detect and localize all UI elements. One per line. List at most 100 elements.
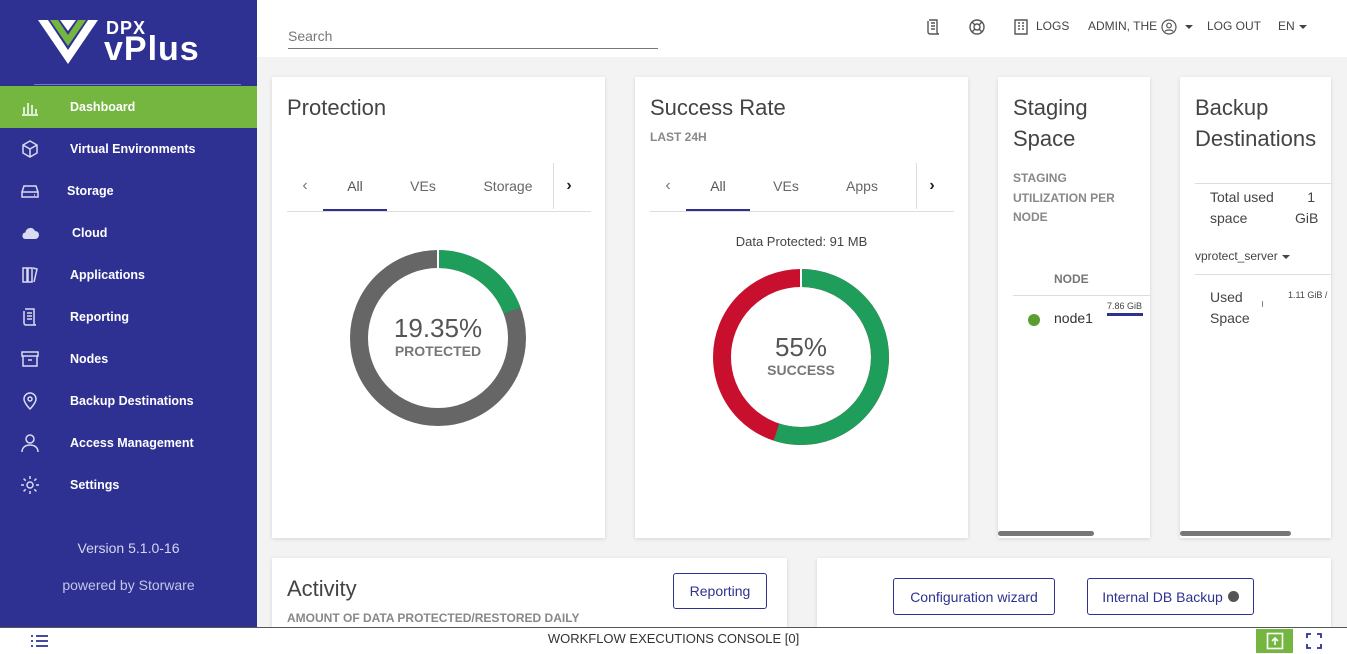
card-subtitle: AMOUNT OF DATA PROTECTED/RESTORED DAILY — [287, 611, 580, 625]
staging-space-card: Staging Space STAGING UTILIZATION PER NO… — [998, 77, 1150, 538]
reporting-button[interactable]: Reporting — [673, 573, 767, 609]
sidebar-item-applications[interactable]: Applications — [0, 254, 257, 296]
lifebuoy-help-icon[interactable] — [968, 18, 986, 36]
language-menu[interactable]: EN — [1278, 19, 1307, 33]
list-menu-icon[interactable] — [30, 634, 50, 648]
card-title: Success Rate — [650, 95, 786, 120]
internal-db-backup-button[interactable]: Internal DB Backup — [1087, 578, 1254, 615]
brand-small: DPX — [106, 18, 147, 38]
logs-link[interactable]: LOGS — [1036, 19, 1070, 33]
cloud-icon — [0, 223, 70, 243]
logs-building-icon[interactable] — [1012, 18, 1030, 36]
sidebar-item-virtual-environments[interactable]: Virtual Environments — [0, 128, 257, 170]
sidebar-item-label: Reporting — [70, 310, 130, 324]
actions-card: Configuration wizard Internal DB Backup — [817, 558, 1331, 627]
server-select-value: vprotect_server — [1195, 249, 1278, 263]
node-usage-label: 7.86 GiB — [1107, 301, 1143, 311]
report-icon — [0, 307, 70, 327]
used-space-value: 1.11 GiB / — [1288, 290, 1328, 300]
sidebar-item-backup-destinations[interactable]: Backup Destinations — [0, 380, 257, 422]
tab-scroll-left-icon[interactable]: ‹ — [302, 177, 308, 194]
sidebar-item-label: Storage — [67, 184, 114, 198]
user-icon — [0, 433, 70, 453]
gear-icon — [0, 475, 70, 495]
sidebar-item-label: Settings — [70, 478, 120, 492]
activity-card: Activity AMOUNT OF DATA PROTECTED/RESTOR… — [272, 558, 787, 627]
total-used-value-line2: GiB — [1295, 210, 1319, 226]
table-divider — [1195, 274, 1331, 275]
protection-card: Protection ‹ All VEs Storage › 19.35% PR… — [272, 77, 605, 538]
chevron-down-icon — [1298, 24, 1307, 29]
sidebar-item-label: Access Management — [70, 436, 194, 450]
tab-scroll-left-icon[interactable]: ‹ — [665, 177, 671, 194]
tab-scroll-right-icon[interactable]: › — [553, 163, 584, 209]
brand-main: vPlus — [104, 30, 200, 68]
sidebar-nav: Dashboard Virtual Environments Storage C… — [0, 86, 257, 506]
sidebar-item-reporting[interactable]: Reporting — [0, 296, 257, 338]
tab-apps[interactable]: Apps — [846, 178, 878, 194]
card-title-line1: Backup — [1195, 95, 1269, 120]
protection-tabs: ‹ All VEs Storage › — [287, 163, 591, 212]
configuration-wizard-button[interactable]: Configuration wizard — [893, 578, 1055, 615]
usage-bar-tick — [1262, 301, 1263, 307]
protection-status: PROTECTED — [394, 343, 482, 359]
internal-db-backup-label: Internal DB Backup — [1102, 588, 1223, 605]
logout-link[interactable]: LOG OUT — [1207, 19, 1262, 33]
tab-ves[interactable]: VEs — [773, 178, 799, 194]
table-divider — [1195, 183, 1331, 184]
top-bar: LOGS ADMIN, THE LOG OUT EN — [257, 0, 1347, 57]
card-title-line1: Staging — [1013, 95, 1088, 120]
node-status-dot — [1028, 314, 1040, 326]
horizontal-scrollbar[interactable] — [998, 531, 1094, 536]
success-rate-card: Success Rate LAST 24H ‹ All VEs Apps › D… — [635, 77, 968, 538]
sidebar-item-label: Cloud — [72, 226, 108, 240]
applications-icon — [0, 265, 70, 285]
sidebar-item-label: Dashboard — [70, 100, 136, 114]
sidebar-item-cloud[interactable]: Cloud — [0, 212, 257, 254]
tab-storage[interactable]: Storage — [483, 178, 533, 194]
cube-icon — [0, 139, 70, 159]
sidebar-item-access-management[interactable]: Access Management — [0, 422, 257, 464]
horizontal-scrollbar[interactable] — [1180, 531, 1291, 536]
used-space-label: Used Space — [1210, 287, 1250, 329]
powered-by-text: powered by Storware — [62, 577, 195, 593]
sidebar-item-settings[interactable]: Settings — [0, 464, 257, 506]
sidebar-item-nodes[interactable]: Nodes — [0, 338, 257, 380]
user-menu[interactable]: ADMIN, THE — [1088, 19, 1193, 35]
fullscreen-icon[interactable] — [1306, 633, 1322, 649]
card-subtitle: LAST 24H — [650, 130, 707, 144]
total-used-label: Total used space — [1210, 187, 1274, 229]
card-title: Protection — [287, 95, 387, 120]
total-used-label-line2: space — [1210, 210, 1248, 226]
data-protected-text: Data Protected: 91 MB — [735, 234, 868, 249]
logo-chevron-icon — [38, 20, 98, 64]
success-rate-tabs: ‹ All VEs Apps › — [650, 163, 954, 212]
tab-scroll-right-icon[interactable]: › — [916, 163, 947, 209]
sidebar-item-label: Applications — [70, 268, 146, 282]
search-input[interactable] — [288, 24, 658, 49]
node-usage-bar — [1107, 313, 1143, 316]
dpx-vplus-logo[interactable]: DPX vPlus — [36, 14, 226, 70]
server-select[interactable]: vprotect_server — [1195, 249, 1290, 263]
chevron-down-icon — [1281, 254, 1290, 259]
sidebar-item-dashboard[interactable]: Dashboard — [0, 86, 257, 128]
protection-donut-chart — [350, 250, 526, 426]
sidebar: DPX vPlus Dashboard Virtual Environments… — [0, 0, 257, 627]
total-used-label-line1: Total used — [1210, 189, 1274, 205]
sidebar-item-label: Nodes — [70, 352, 109, 366]
node-name[interactable]: node1 — [1054, 310, 1093, 326]
node-column-header: NODE — [1054, 272, 1089, 286]
tab-ves[interactable]: VEs — [410, 178, 436, 194]
workflow-console-label[interactable]: WORKFLOW EXECUTIONS CONSOLE [0] — [547, 631, 800, 646]
tab-all[interactable]: All — [323, 163, 387, 211]
card-title: Activity — [287, 576, 357, 601]
sidebar-item-label: Backup Destinations — [70, 394, 194, 408]
report-icon[interactable] — [925, 18, 943, 36]
tab-all[interactable]: All — [686, 163, 750, 211]
total-used-value-line1: 1 — [1307, 189, 1315, 205]
sidebar-item-storage[interactable]: Storage — [0, 170, 257, 212]
location-pin-icon — [0, 391, 70, 411]
expand-console-button[interactable] — [1256, 629, 1293, 653]
version-text: Version 5.1.0-16 — [77, 540, 180, 556]
protection-percent: 19.35% — [393, 313, 483, 343]
